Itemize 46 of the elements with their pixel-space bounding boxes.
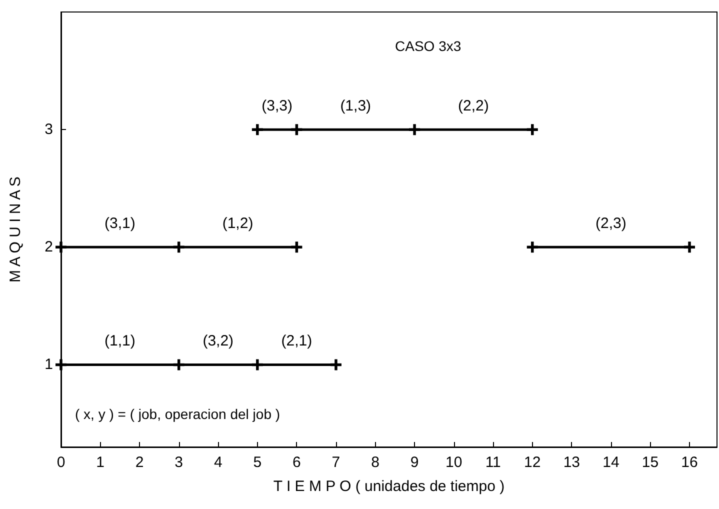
text: CASO 3x3 bbox=[395, 38, 462, 54]
x-tick-label: 10 bbox=[445, 454, 462, 471]
annotation: (3,3) bbox=[262, 98, 292, 115]
annotation: (1,3) bbox=[340, 98, 372, 115]
annotation: ( x, y ) = ( job, operacion del job ) bbox=[75, 406, 280, 422]
point bbox=[173, 359, 184, 370]
x-tick-label: 13 bbox=[563, 454, 580, 471]
point bbox=[252, 359, 263, 370]
point bbox=[330, 359, 342, 370]
x-tick-label: 8 bbox=[371, 454, 380, 471]
point bbox=[526, 124, 538, 136]
x-tick-label: 9 bbox=[410, 454, 419, 471]
y-tick-label: 3 bbox=[44, 121, 53, 138]
point bbox=[56, 359, 66, 370]
x-tick-label: 7 bbox=[332, 454, 340, 471]
x-tick-label: 15 bbox=[642, 454, 659, 471]
x-tick-label: 4 bbox=[214, 454, 222, 471]
x-tick-label: 0 bbox=[56, 454, 66, 471]
y-tick-label: 2 bbox=[44, 238, 53, 256]
point bbox=[56, 242, 66, 253]
point bbox=[291, 124, 302, 136]
x-tick-label: 12 bbox=[524, 454, 541, 471]
x-tick-label: 3 bbox=[174, 454, 184, 471]
point bbox=[409, 124, 420, 136]
annotation: (2,1) bbox=[281, 332, 312, 350]
annotation: (3,2) bbox=[202, 332, 234, 350]
point bbox=[684, 242, 696, 253]
y-tick-label: 1 bbox=[44, 356, 53, 374]
annotation: (2,3) bbox=[596, 215, 626, 232]
x-tick-label: 14 bbox=[602, 454, 620, 471]
point bbox=[252, 124, 263, 136]
annotation: (1,2) bbox=[222, 215, 254, 232]
x-tick-label: 16 bbox=[681, 454, 698, 471]
x-tick-label: 11 bbox=[485, 454, 501, 471]
annotation: (3,1) bbox=[104, 215, 136, 232]
x-tick-label: 6 bbox=[292, 454, 301, 471]
x-axis-title: T I E M P O ( unidades de tiempo ) bbox=[273, 478, 505, 495]
annotation: (1,1) bbox=[104, 332, 136, 350]
point bbox=[291, 242, 302, 253]
y-axis-title: M A Q U I N A S bbox=[7, 176, 24, 282]
x-tick-label: 1 bbox=[96, 454, 104, 471]
x-tick-label: 5 bbox=[253, 454, 262, 471]
x-tick-label: 2 bbox=[135, 454, 144, 471]
point bbox=[173, 242, 184, 253]
annotation: (2,2) bbox=[458, 98, 489, 115]
point bbox=[526, 242, 538, 253]
